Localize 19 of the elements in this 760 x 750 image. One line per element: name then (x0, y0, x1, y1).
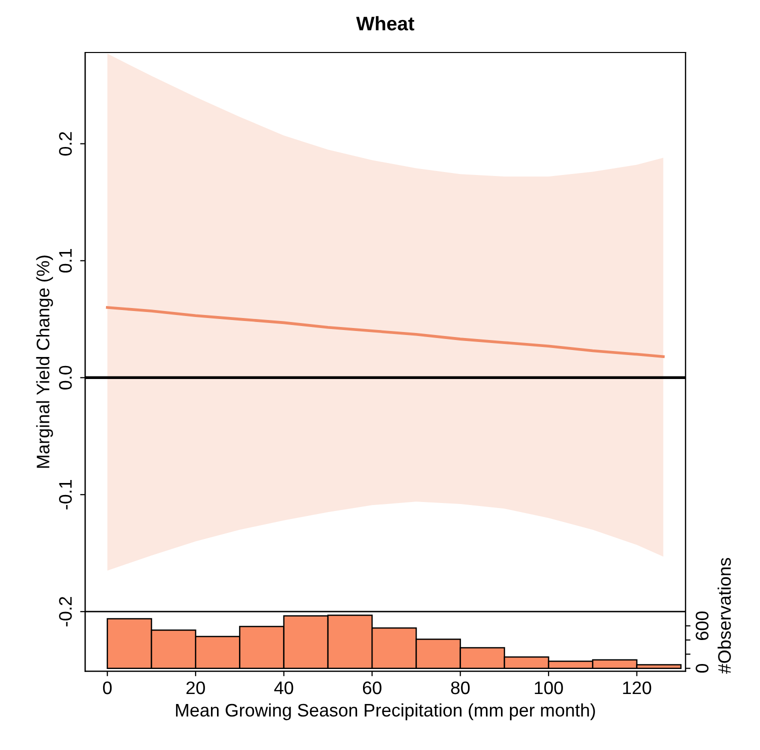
y2-tick-label: 600 (696, 611, 709, 640)
x-tick-label: 0 (103, 681, 112, 694)
x-tick-label: 80 (451, 681, 470, 694)
chart-title: Wheat (356, 16, 414, 30)
y2-tick-label: 0 (696, 664, 709, 673)
x-tick-label: 20 (186, 681, 205, 694)
y2-axis-title: #Observations (718, 558, 731, 674)
y-tick-label: -0.2 (59, 596, 72, 626)
y-tick-label: 0.2 (59, 132, 72, 156)
x-tick-label: 120 (623, 681, 652, 694)
y-axis-title: Marginal Yield Change (%) (36, 256, 54, 468)
y-tick-label: 0.0 (59, 366, 72, 390)
x-axis-title: Mean Growing Season Precipitation (mm per month) (176, 703, 595, 720)
x-tick-label: 60 (362, 681, 382, 694)
x-tick-label: 100 (534, 681, 563, 694)
y-tick-label: 0.1 (59, 249, 72, 273)
line-series (106, 306, 665, 358)
y-tick-label: -0.1 (59, 480, 72, 510)
x-tick-label: 40 (274, 681, 294, 694)
